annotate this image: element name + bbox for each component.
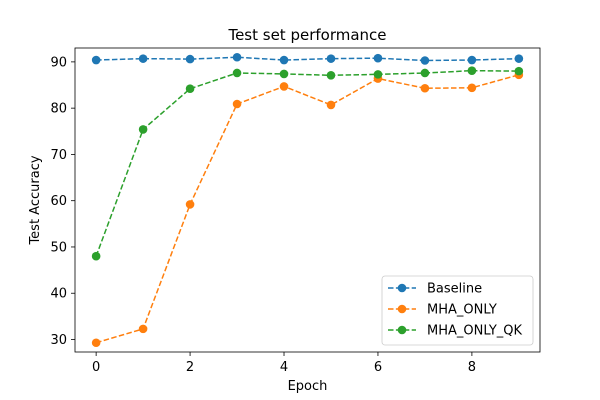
data-point <box>232 99 242 109</box>
data-point <box>232 52 242 62</box>
data-point <box>232 68 242 78</box>
data-point <box>185 84 195 94</box>
x-tick-label: 0 <box>92 360 100 375</box>
data-point <box>279 55 289 65</box>
data-point <box>373 70 383 79</box>
y-tick-label: 60 <box>50 194 67 209</box>
legend-box <box>381 275 534 346</box>
x-tick-label: 4 <box>280 360 288 375</box>
data-point <box>185 200 195 209</box>
data-point <box>138 125 148 134</box>
chart-title: Test set performance <box>227 26 386 44</box>
data-point <box>91 251 101 261</box>
x-tick-label: 2 <box>186 360 194 375</box>
legend-item: MHA_ONLY <box>388 303 497 318</box>
x-tick-label: 6 <box>374 360 382 375</box>
y-tick-label: 30 <box>50 333 67 348</box>
data-point <box>279 82 289 91</box>
data-point <box>138 324 148 334</box>
legend-label: MHA_ONLY <box>427 303 497 318</box>
data-point <box>326 70 336 80</box>
data-point <box>514 54 524 63</box>
y-tick-label: 50 <box>50 240 67 255</box>
legend-marker <box>397 304 407 314</box>
legend-item: Baseline <box>388 282 482 297</box>
series-mha-only-qk <box>91 66 524 261</box>
y-axis-label: Test Accuracy <box>28 155 43 245</box>
y-tick-label: 70 <box>50 148 67 163</box>
legend-item: MHA_ONLY_QK <box>388 324 523 339</box>
legend-label: Baseline <box>427 282 482 297</box>
data-point <box>185 54 195 64</box>
axes-frame <box>74 47 541 353</box>
x-tick-label: 8 <box>468 360 476 375</box>
series-mha-only <box>91 70 524 348</box>
x-axis-label: Epoch <box>288 379 328 394</box>
y-tick-label: 80 <box>50 102 67 117</box>
data-point <box>420 56 430 65</box>
legend-marker <box>397 283 407 293</box>
data-point <box>420 68 430 78</box>
data-point <box>91 338 101 348</box>
series-line <box>95 74 520 344</box>
plot-area: 30 40 50 60 70 80 90 0 2 4 6 8 <box>50 47 541 375</box>
data-point <box>138 54 148 63</box>
series-line <box>96 56 519 62</box>
data-point <box>326 54 336 63</box>
data-point <box>420 83 430 93</box>
series-baseline <box>91 52 524 65</box>
data-point <box>326 100 336 110</box>
data-point <box>91 55 101 65</box>
data-point <box>467 83 477 93</box>
data-point <box>467 66 477 75</box>
y-tick-label: 40 <box>50 287 67 302</box>
data-point <box>514 66 524 76</box>
legend-marker <box>397 325 407 335</box>
legend: Baseline MHA_ONLY MHA_ONLY_QK <box>381 275 534 346</box>
data-point <box>373 53 383 63</box>
data-point <box>279 69 289 79</box>
series-line <box>95 69 519 257</box>
legend-label: MHA_ONLY_QK <box>427 324 523 339</box>
data-point <box>467 55 477 65</box>
y-tick-label: 90 <box>50 55 67 70</box>
